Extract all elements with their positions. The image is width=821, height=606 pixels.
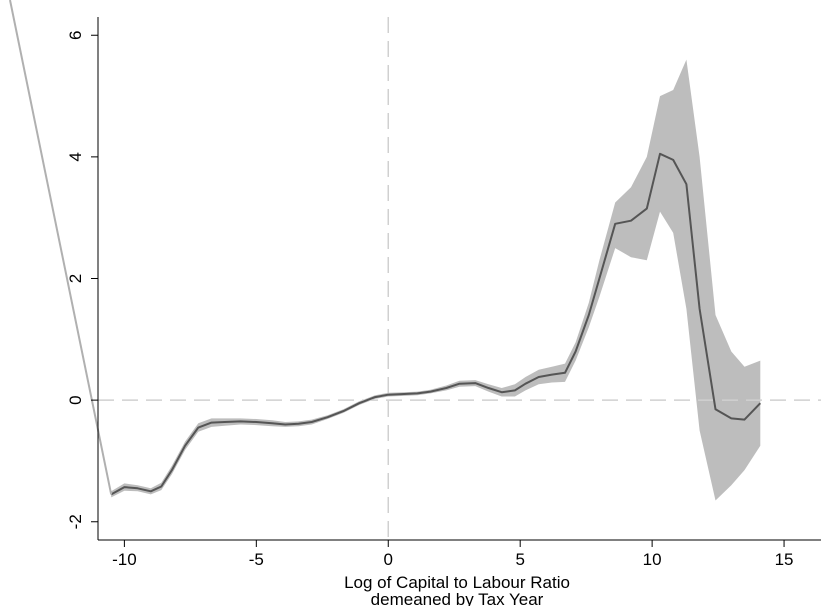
x-tick-label-5: 5	[515, 550, 524, 569]
x-tick-label--5: -5	[249, 550, 264, 569]
x-axis-title-line-1: Log of Capital to Labour Ratio	[344, 573, 570, 592]
x-tick-label-0: 0	[384, 550, 393, 569]
x-tick-label-15: 15	[775, 550, 794, 569]
axes: -2 0 2 4 6 -10 -5 0 5 10 15	[66, 17, 821, 569]
left-edge-line	[9, 0, 113, 495]
x-axis-title-line-2: demeaned by Tax Year	[371, 590, 544, 606]
plot-area	[9, 0, 821, 540]
confidence-band	[111, 59, 761, 501]
plot-clipped-group	[98, 17, 821, 540]
y-tick-label--2: -2	[66, 514, 85, 529]
y-tick-label-2: 2	[66, 274, 85, 283]
x-tick-label--10: -10	[112, 550, 137, 569]
x-axis-title: Log of Capital to Labour Ratio demeaned …	[344, 573, 570, 606]
x-tick-label-10: 10	[643, 550, 662, 569]
y-tick-label-0: 0	[66, 395, 85, 404]
y-tick-label-6: 6	[66, 31, 85, 40]
y-tick-label-4: 4	[66, 152, 85, 161]
estimate-line	[110, 152, 762, 496]
